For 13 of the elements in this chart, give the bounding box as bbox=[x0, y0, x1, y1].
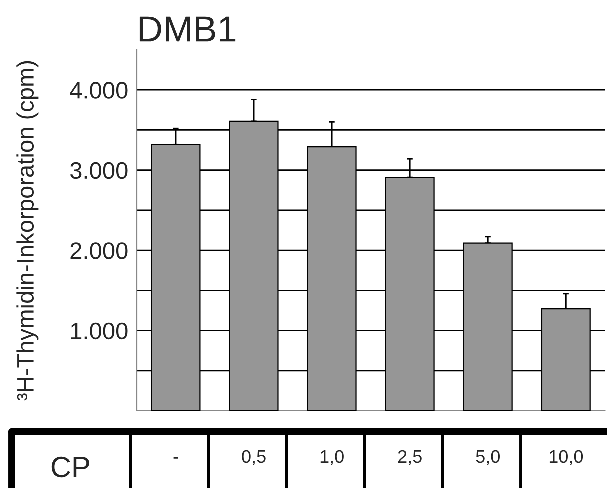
y-tick-label: 2.000 bbox=[70, 242, 128, 260]
x-tick-label: - bbox=[174, 457, 178, 459]
x-tick-label: 10,0 bbox=[550, 450, 584, 466]
chart-title: DMB1 bbox=[140, 16, 236, 42]
x-tick-label: 5,0 bbox=[476, 450, 500, 466]
x-tick-label: 2,5 bbox=[398, 450, 422, 466]
y-tick-label: 1.000 bbox=[71, 322, 128, 340]
x-tick-label: 1,0 bbox=[320, 450, 344, 466]
x-tick-label: 0,5 bbox=[242, 450, 266, 466]
y-tick-label: 3.000 bbox=[70, 162, 128, 180]
y-axis-title: ³H-Thymidin-Inkorporation (cpm) bbox=[16, 61, 39, 401]
y-tick-label: 4.000 bbox=[70, 82, 128, 99]
x-axis-title: CP bbox=[52, 456, 90, 478]
